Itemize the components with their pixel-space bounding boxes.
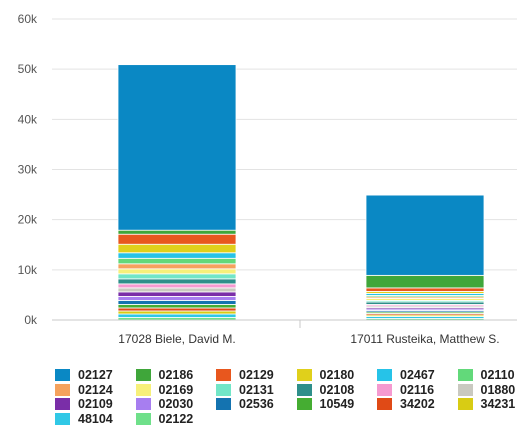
legend-swatch <box>296 383 312 396</box>
y-tick-label: 60k <box>18 12 38 26</box>
legend-swatch <box>216 398 231 411</box>
bar-segment-02169[interactable] <box>117 268 237 275</box>
legend-label: 02180 <box>319 368 355 383</box>
legend-label: 10549 <box>319 397 355 412</box>
legend-swatch <box>55 383 70 396</box>
legend-label: 02124 <box>78 382 113 397</box>
bar-segment-02186[interactable] <box>117 229 237 235</box>
bar-segment-02030[interactable] <box>117 296 237 301</box>
legend-swatch <box>377 398 392 411</box>
legend-item[interactable]: 02116 <box>377 383 458 398</box>
legend-swatch <box>296 369 312 382</box>
legend-label: 02116 <box>400 382 435 397</box>
legend-item[interactable]: 02127 <box>55 368 136 383</box>
bar-segment-02110[interactable] <box>117 257 237 265</box>
bar-segment-02116[interactable] <box>117 283 237 289</box>
bar-segment-02536[interactable] <box>117 300 237 305</box>
bar-segment-02467[interactable] <box>117 252 237 259</box>
legend-item[interactable]: 10549 <box>296 397 378 412</box>
legend-swatch <box>55 398 70 411</box>
legend-label: 02467 <box>400 368 435 383</box>
legend-item[interactable]: 34202 <box>377 397 458 412</box>
legend-label: 48104 <box>78 411 113 426</box>
legend-item[interactable]: 02030 <box>135 397 217 412</box>
legend-item[interactable]: 02131 <box>216 383 297 398</box>
legend-item[interactable]: 02536 <box>216 397 297 412</box>
legend-item[interactable]: 01880 <box>457 382 523 398</box>
y-axis-ticks: 0k 10k 20k 30k 40k 50k 60k <box>18 12 38 327</box>
bar-segment-48104[interactable] <box>117 313 237 318</box>
legend-label: 01880 <box>480 382 516 397</box>
bar-segment-02127[interactable] <box>117 64 237 231</box>
y-tick-label: 0k <box>24 313 38 327</box>
legend-label: 02122 <box>158 411 194 426</box>
legend-swatch <box>55 412 70 425</box>
bar-segment-02129[interactable] <box>117 233 237 245</box>
x-category-label: 17028 Biele, David M. <box>118 332 235 346</box>
legend-item[interactable]: 34231 <box>457 397 523 412</box>
y-tick-label: 30k <box>18 163 38 177</box>
y-tick-label: 40k <box>18 112 38 126</box>
legend-swatch <box>457 398 473 411</box>
legend-swatch <box>135 398 151 411</box>
bar-segment-01880[interactable] <box>117 287 237 293</box>
legend-swatch <box>135 383 151 396</box>
legend-item[interactable]: 02467 <box>377 368 458 383</box>
legend-swatch <box>135 412 151 425</box>
legend-label: 02186 <box>158 368 194 383</box>
bar-segment-02186[interactable] <box>365 274 485 289</box>
legend-label: 02110 <box>480 368 515 383</box>
legend-item[interactable]: 02186 <box>135 368 217 383</box>
bar-segment-02129[interactable] <box>365 287 485 292</box>
y-tick-label: 20k <box>18 213 38 227</box>
stacked-bar-chart: 0k 10k 20k 30k 40k 50k 60k 17028 Biele, David … <box>18 12 517 346</box>
legend-label: 02108 <box>319 382 355 397</box>
legend-swatch <box>216 369 231 382</box>
legend-swatch <box>377 369 392 382</box>
x-category-label: 17011 Rusteika, Matthew S. <box>350 332 499 346</box>
legend-swatch <box>296 398 312 411</box>
legend-label: 02030 <box>158 397 194 412</box>
legend-label: 02129 <box>239 368 274 383</box>
legend-item[interactable]: 02109 <box>55 397 136 412</box>
y-tick-label: 10k <box>18 263 38 277</box>
legend-swatch <box>135 369 151 382</box>
legend-item[interactable]: 02180 <box>296 368 378 383</box>
legend-item[interactable]: 02124 <box>55 383 136 398</box>
legend-label: 02131 <box>239 382 274 397</box>
legend-label: 34202 <box>400 397 435 412</box>
bar-segment-34202[interactable] <box>117 307 237 312</box>
legend-item[interactable]: 02169 <box>135 382 217 398</box>
bar-segment-02180[interactable] <box>117 243 237 254</box>
legend-swatch <box>457 383 473 396</box>
legend-swatch <box>216 383 231 396</box>
legend-label: 02109 <box>78 397 113 412</box>
legend-label: 34231 <box>480 397 516 412</box>
bar-segment-02109[interactable] <box>117 291 237 297</box>
legend-swatch <box>457 369 473 382</box>
legend-item[interactable]: 02129 <box>216 368 297 383</box>
bar-segment-02131[interactable] <box>117 273 237 280</box>
legend: 02127 02186 02129 02180 02467 02110 02124 02169… <box>55 368 523 426</box>
x-axis-categories: 17028 Biele, David M. 17011 Rusteika, Mat… <box>118 332 499 346</box>
bar-segment-02127[interactable] <box>365 194 485 276</box>
legend-label: 02536 <box>239 397 274 412</box>
bars <box>117 64 485 321</box>
y-tick-label: 50k <box>18 62 38 76</box>
legend-item[interactable]: 48104 <box>55 412 136 427</box>
legend-label: 02169 <box>158 382 194 397</box>
legend-swatch <box>55 369 70 382</box>
bar-segment-34231[interactable] <box>117 310 237 315</box>
bar-segment-02108[interactable] <box>117 278 237 285</box>
legend-item[interactable]: 02110 <box>457 368 523 383</box>
legend-item[interactable]: 02122 <box>135 411 217 427</box>
legend-label: 02127 <box>78 368 113 383</box>
bar-segment-02124[interactable] <box>117 263 237 270</box>
legend-item[interactable]: 02108 <box>296 382 378 398</box>
bar-segment-10549[interactable] <box>117 304 237 309</box>
legend-swatch <box>377 383 392 396</box>
